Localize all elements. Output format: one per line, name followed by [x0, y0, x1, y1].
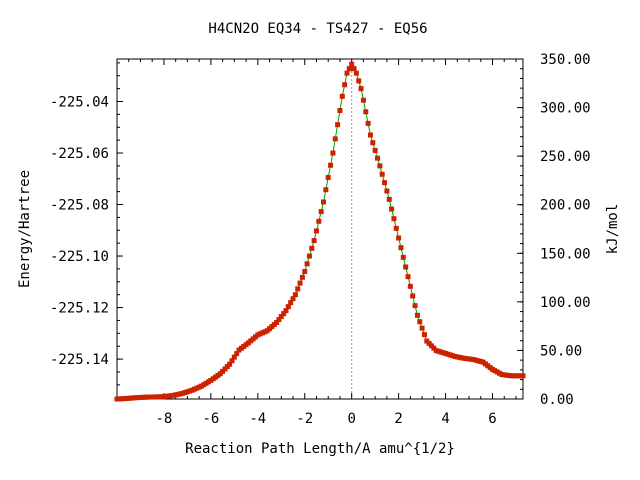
y-axis-label: Energy/Hartree: [17, 170, 33, 288]
x-tick-label: -4: [249, 411, 266, 427]
y-tick-label: -225.06: [50, 146, 109, 162]
data-point: [391, 216, 397, 222]
energy-curve: [116, 63, 523, 400]
data-point: [367, 132, 373, 138]
data-point: [234, 351, 240, 357]
y2-tick-label: 0.00: [540, 392, 574, 408]
data-point: [339, 93, 345, 99]
data-point: [335, 122, 341, 128]
data-point: [325, 174, 331, 180]
y2-tick-label: 50.00: [540, 343, 582, 359]
data-point: [231, 354, 237, 360]
data-point: [285, 304, 291, 310]
data-point: [365, 120, 371, 126]
data-point: [229, 358, 235, 364]
data-point: [374, 155, 380, 161]
data-point: [349, 61, 355, 67]
x-tick-label: 0: [347, 411, 355, 427]
data-point: [403, 264, 409, 270]
data-point: [393, 225, 399, 231]
data-point: [288, 300, 294, 306]
data-point: [410, 293, 416, 299]
data-point: [389, 206, 395, 212]
x-tick-label: -2: [296, 411, 313, 427]
y2-tick-label: 200.00: [540, 198, 591, 214]
x-tick-label: 2: [394, 411, 402, 427]
data-point: [316, 218, 322, 224]
data-point: [351, 66, 357, 72]
data-point: [304, 261, 310, 267]
x-axis-label: Reaction Path Length/A amu^{1/2}: [185, 441, 455, 457]
data-point: [421, 332, 427, 338]
data-point: [321, 199, 327, 205]
data-point: [353, 70, 359, 76]
data-point: [274, 320, 280, 325]
data-point: [276, 317, 282, 323]
data-point: [398, 245, 404, 251]
data-point: [330, 150, 336, 156]
y-tick-label: -225.08: [50, 198, 109, 214]
y-tick-label: -225.14: [50, 352, 109, 368]
y-tick-label: -225.04: [50, 95, 109, 111]
data-point: [283, 308, 289, 314]
y2-tick-label: 300.00: [540, 101, 591, 117]
data-point: [370, 140, 376, 146]
data-point: [344, 70, 350, 76]
data-point: [318, 209, 324, 215]
data-point: [342, 82, 348, 88]
y2-tick-label: 150.00: [540, 246, 591, 262]
data-point: [309, 245, 315, 251]
data-point: [297, 280, 303, 286]
data-point: [313, 228, 319, 234]
data-point: [382, 180, 388, 186]
y2-tick-label: 250.00: [540, 149, 591, 165]
data-point: [386, 196, 392, 202]
data-point: [290, 296, 296, 302]
data-point: [328, 162, 334, 168]
data-point: [372, 147, 378, 153]
data-point: [278, 314, 284, 320]
data-point: [417, 319, 423, 325]
x-tick-label: -6: [202, 411, 219, 427]
data-point: [346, 66, 352, 72]
data-point: [302, 269, 308, 274]
data-point: [360, 97, 366, 103]
data-point: [281, 311, 287, 317]
data-point: [363, 109, 369, 115]
data-point: [358, 86, 364, 92]
data-point: [337, 108, 343, 114]
plot-frame: [116, 58, 524, 400]
data-point: [405, 274, 411, 280]
data-point: [419, 325, 425, 331]
data-point: [311, 238, 317, 244]
data-point: [299, 274, 305, 280]
data-point: [227, 361, 233, 367]
data-point: [306, 253, 312, 259]
y-tick-label: -225.10: [50, 249, 109, 265]
y-tick-label: -225.12: [50, 301, 109, 317]
data-point: [407, 283, 413, 289]
data-point: [414, 312, 420, 318]
x-tick-label: -8: [156, 411, 173, 427]
data-point: [332, 136, 338, 142]
data-point: [377, 163, 383, 169]
data-point: [396, 235, 402, 241]
data-point: [379, 171, 385, 177]
chart-title: H4CN2O EQ34 - TS427 - EQ56: [208, 21, 427, 37]
data-point: [520, 373, 526, 379]
x-tick-label: 4: [441, 411, 449, 427]
data-point: [295, 286, 301, 292]
y2-tick-label: 100.00: [540, 295, 591, 311]
data-point: [412, 303, 418, 309]
x-tick-label: 6: [488, 411, 496, 427]
data-point: [400, 254, 406, 260]
data-point: [384, 188, 390, 194]
y2-tick-label: 350.00: [540, 52, 591, 68]
data-point: [292, 292, 298, 298]
data-point: [356, 78, 362, 84]
y2-axis-label: kJ/mol: [605, 204, 621, 255]
data-point: [323, 187, 329, 193]
